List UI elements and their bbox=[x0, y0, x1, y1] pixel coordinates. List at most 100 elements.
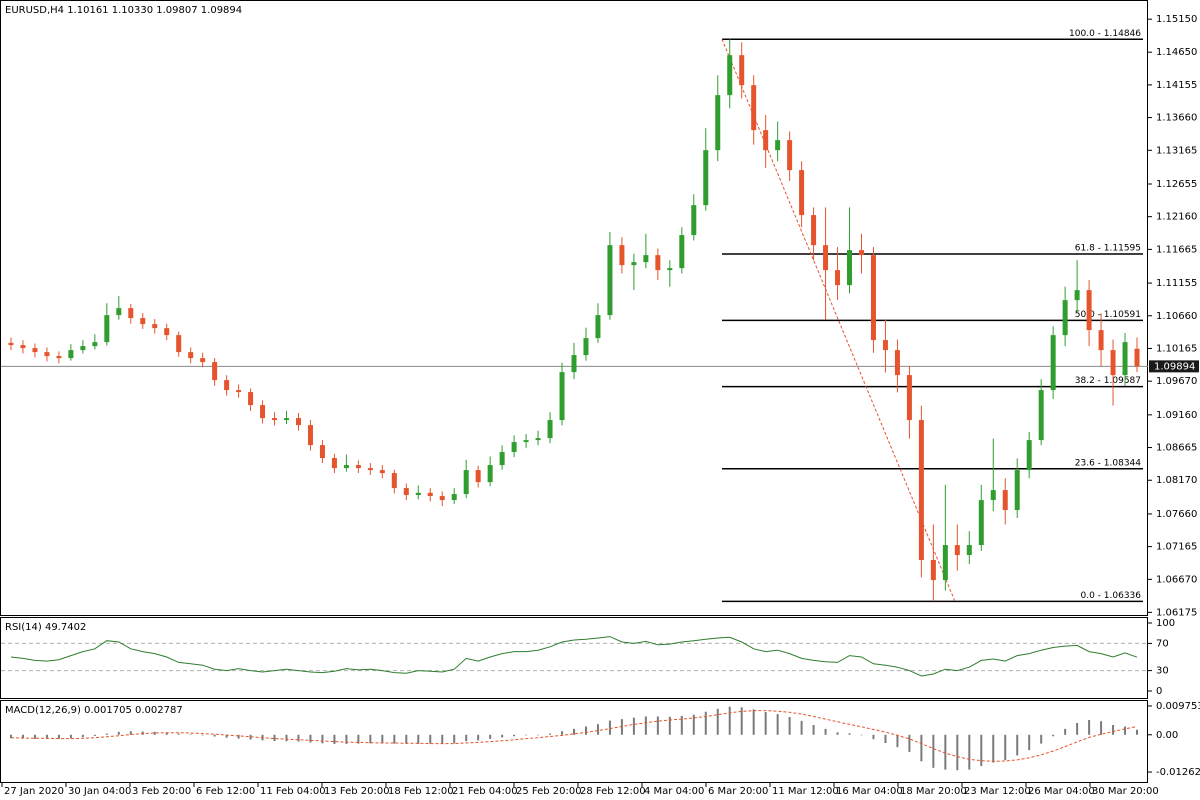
candle-body bbox=[643, 255, 649, 263]
macd-bar bbox=[33, 734, 36, 739]
candle-body bbox=[284, 418, 290, 421]
macd-bar bbox=[728, 706, 731, 735]
candle-body bbox=[188, 352, 194, 359]
y-tick-label: 1.12655 bbox=[1156, 179, 1197, 190]
macd-bar bbox=[393, 734, 396, 744]
fib-label: 100.0 - 1.14846 bbox=[1069, 29, 1141, 39]
macd-bar bbox=[405, 734, 408, 744]
candle-body bbox=[1074, 290, 1080, 301]
x-tick-label: 13 Feb 20:00 bbox=[324, 786, 390, 797]
macd-bar bbox=[944, 734, 947, 770]
x-tick-label: 18 Feb 12:00 bbox=[388, 786, 454, 797]
macd-bar bbox=[489, 734, 492, 739]
macd-bar bbox=[549, 733, 552, 735]
macd-bar bbox=[632, 717, 635, 735]
candle-body bbox=[1110, 350, 1116, 376]
macd-bar bbox=[225, 734, 228, 738]
candle-body bbox=[667, 268, 673, 271]
macd-bar bbox=[177, 733, 180, 735]
macd-bar bbox=[1112, 725, 1115, 735]
candle-body bbox=[391, 473, 397, 489]
candle-body bbox=[379, 470, 385, 474]
candle-body bbox=[835, 270, 841, 286]
candle-body bbox=[691, 205, 697, 236]
macd-bar bbox=[1004, 734, 1007, 761]
candle-body bbox=[295, 418, 301, 426]
candle-body bbox=[152, 324, 158, 329]
macd-bar bbox=[21, 734, 24, 739]
candle-body bbox=[787, 140, 793, 171]
macd-bar bbox=[1052, 734, 1055, 737]
candle-body bbox=[894, 350, 900, 376]
candle-body bbox=[116, 308, 122, 316]
y-tick-label: 1.11665 bbox=[1156, 244, 1197, 255]
symbol-header: EURUSD,H4 1.10161 1.10330 1.09807 1.0989… bbox=[5, 5, 242, 16]
fib-label: 23.6 - 1.08344 bbox=[1075, 458, 1141, 468]
candle-body bbox=[212, 362, 218, 381]
macd-bar bbox=[105, 733, 108, 735]
macd-bar bbox=[908, 734, 911, 752]
macd-bar bbox=[884, 734, 887, 744]
macd-bar bbox=[740, 707, 743, 735]
candle-body bbox=[8, 342, 14, 346]
candle-body bbox=[272, 418, 278, 421]
macd-bar bbox=[537, 734, 540, 736]
fib-trend-line bbox=[721, 39, 956, 602]
y-tick-label: 1.06175 bbox=[1156, 607, 1197, 618]
candle-body bbox=[799, 170, 805, 216]
candle-body bbox=[1026, 440, 1032, 471]
candle-body bbox=[200, 358, 206, 363]
candle-body bbox=[427, 492, 433, 497]
candle-body bbox=[176, 335, 182, 353]
macd-bar bbox=[213, 734, 216, 737]
macd-bar bbox=[477, 734, 480, 741]
x-tick-label: 25 Feb 20:00 bbox=[516, 786, 582, 797]
macd-bar bbox=[201, 734, 204, 736]
candle-body bbox=[751, 85, 757, 131]
x-tick-label: 30 Mar 20:00 bbox=[1092, 786, 1159, 797]
y-tick-label: 1.06670 bbox=[1156, 574, 1197, 585]
macd-bar bbox=[812, 725, 815, 735]
rsi-title: RSI(14) 49.7402 bbox=[5, 622, 86, 633]
macd-bar bbox=[716, 708, 719, 735]
macd-bar bbox=[333, 734, 336, 744]
candle-body bbox=[715, 95, 721, 151]
x-tick-label: 18 Mar 20:00 bbox=[900, 786, 967, 797]
fib-label: 38.2 - 1.09587 bbox=[1075, 376, 1141, 386]
candle-body bbox=[607, 245, 613, 316]
macd-bar bbox=[501, 734, 504, 738]
candle-body bbox=[1038, 390, 1044, 441]
macd-bar bbox=[9, 734, 12, 739]
candle-body bbox=[930, 560, 936, 581]
candle-body bbox=[32, 348, 38, 353]
macd-bar bbox=[1076, 722, 1079, 735]
y-tick-label: 1.14650 bbox=[1156, 47, 1197, 58]
macd-bar bbox=[668, 716, 671, 735]
candle-body bbox=[463, 470, 469, 495]
candle-body bbox=[367, 468, 373, 471]
candle-body bbox=[870, 255, 876, 341]
x-tick-label: 4 Mar 04:00 bbox=[644, 786, 704, 797]
macd-bar bbox=[836, 732, 839, 735]
macd-bar bbox=[465, 734, 468, 742]
y-tick-label: 1.12160 bbox=[1156, 212, 1197, 223]
candle-body bbox=[954, 545, 960, 556]
macd-signal bbox=[10, 710, 1138, 762]
macd-bar bbox=[764, 712, 767, 735]
candle-body bbox=[140, 318, 146, 325]
candle-body bbox=[224, 380, 230, 391]
x-tick-label: 6 Mar 20:00 bbox=[708, 786, 768, 797]
candle-body bbox=[415, 492, 421, 496]
candle-body bbox=[80, 346, 86, 351]
macd-bar bbox=[956, 734, 959, 771]
candle-body bbox=[811, 215, 817, 246]
candle-body bbox=[439, 496, 445, 501]
current-price-tag bbox=[1149, 360, 1199, 373]
y-tick-label: 1.08665 bbox=[1156, 443, 1197, 454]
x-tick-label: 27 Jan 2020 bbox=[4, 786, 64, 797]
candle-body bbox=[1062, 300, 1068, 336]
current-price-label: 1.09894 bbox=[1154, 361, 1195, 372]
macd-bar bbox=[848, 733, 851, 735]
